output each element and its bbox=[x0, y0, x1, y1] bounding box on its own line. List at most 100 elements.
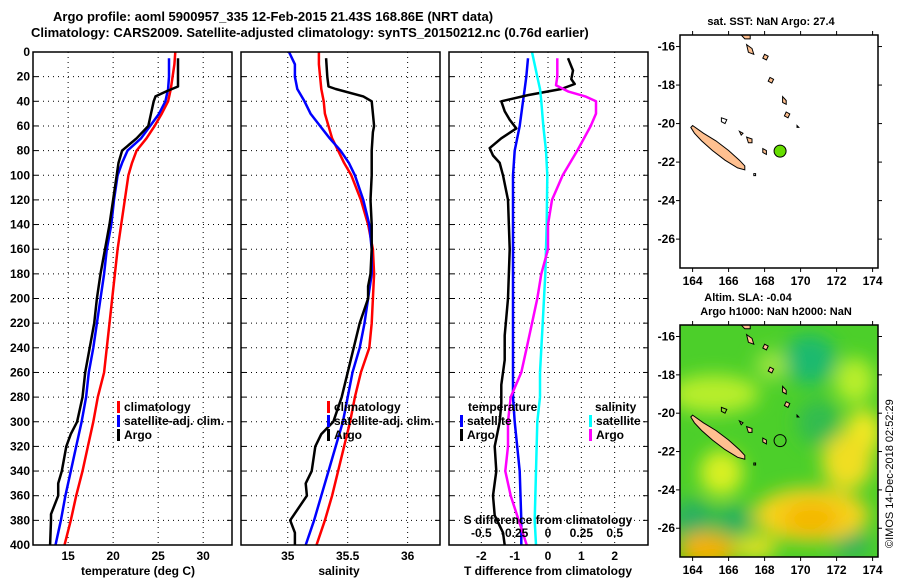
sla-field bbox=[680, 334, 878, 557]
series-line-satellite-adj-clim- bbox=[54, 58, 171, 545]
y-tick-label: 80 bbox=[17, 144, 31, 158]
axes-frame bbox=[240, 51, 441, 546]
lat-tick-label: -16 bbox=[658, 330, 676, 344]
y-tick-label: 380 bbox=[10, 513, 30, 527]
map-frame bbox=[679, 324, 879, 558]
lat-tick-label: -20 bbox=[658, 117, 676, 131]
sla-map: 164 166 168 170 172 174 -16 -18 -20 -22 -24 -26 bbox=[658, 321, 883, 577]
sla-anomaly-blob bbox=[797, 399, 841, 446]
series-line-climatology bbox=[315, 52, 376, 545]
difference-panel: -2 -1 0 1 2 -0.5 -0.25 0 0.25 0.5 temperature salin… bbox=[448, 51, 649, 563]
y-tick-label: 100 bbox=[10, 168, 30, 182]
series-line-salinity-argo bbox=[504, 58, 598, 545]
series-line-salinity-satellite bbox=[530, 52, 549, 545]
x-tick-label: 25 bbox=[151, 549, 165, 563]
title-line-2: Climatology: CARS2009. Satellite-adjuste… bbox=[31, 25, 589, 40]
lon-tick-label: 172 bbox=[827, 563, 847, 577]
axes-frame bbox=[448, 51, 649, 546]
lon-tick-label: 164 bbox=[683, 563, 703, 577]
y-tick-label: 60 bbox=[17, 119, 31, 133]
land-polygon bbox=[745, 425, 753, 433]
sla-anomaly-blob bbox=[699, 449, 744, 496]
legend-swatch bbox=[327, 429, 330, 441]
lon-tick-label: 172 bbox=[827, 274, 847, 288]
x2-tick-label: 0 bbox=[545, 526, 552, 540]
legend-swatch bbox=[117, 429, 120, 441]
lat-tick-label: -18 bbox=[658, 78, 676, 92]
lon-tick-label: 166 bbox=[719, 274, 739, 288]
series-line-climatology bbox=[63, 52, 177, 545]
x-tick-label: 15 bbox=[61, 549, 75, 563]
legend-swatch bbox=[117, 401, 120, 413]
legend-label: Argo bbox=[596, 428, 624, 442]
land-polygon bbox=[745, 136, 753, 144]
axes-frame bbox=[32, 51, 233, 546]
lon-tick-label: 166 bbox=[719, 563, 739, 577]
sla-anomaly-blob bbox=[680, 499, 715, 538]
x-tick-label: 35.5 bbox=[336, 549, 360, 563]
sla-anomaly-blob bbox=[680, 374, 760, 414]
x2-tick-label: 0.5 bbox=[606, 526, 623, 540]
lat-tick-label: -16 bbox=[658, 40, 676, 54]
sla-map-subtitle: Argo h1000: NaN h2000: NaN bbox=[700, 306, 852, 318]
map-content bbox=[680, 325, 878, 557]
title-line-1: Argo profile: aoml 5900957_335 12-Feb-20… bbox=[53, 9, 493, 24]
legend-label: satellite-adj. clim. bbox=[334, 414, 434, 428]
land-polygon bbox=[690, 124, 746, 171]
temperature-xlabel: temperature (deg C) bbox=[81, 564, 195, 578]
legend-label: climatology bbox=[334, 400, 401, 414]
x-tick-label: 30 bbox=[197, 549, 211, 563]
series-group bbox=[287, 52, 376, 545]
legend-swatch bbox=[327, 401, 330, 413]
land-polygon bbox=[762, 437, 767, 445]
land-polygon bbox=[690, 414, 746, 460]
lon-tick-label: 170 bbox=[791, 563, 811, 577]
x-tick-label: 0 bbox=[545, 549, 552, 563]
legend-title-temperature: temperature bbox=[468, 400, 538, 414]
legend-swatch bbox=[589, 415, 592, 427]
legend-label: Argo bbox=[334, 428, 362, 442]
lat-tick-label: -26 bbox=[658, 521, 676, 535]
legend-swatch bbox=[589, 429, 592, 441]
lon-tick-label: 174 bbox=[863, 563, 883, 577]
legend-label: Argo bbox=[124, 428, 152, 442]
land-polygon bbox=[796, 124, 800, 128]
land-polygon bbox=[762, 53, 769, 61]
y-tick-label: 300 bbox=[10, 415, 30, 429]
lat-tick-label: -20 bbox=[658, 406, 676, 420]
land-polygon bbox=[767, 366, 775, 374]
x2-tick-label: -0.5 bbox=[471, 526, 492, 540]
sla-anomaly-blob bbox=[716, 505, 752, 536]
x2-tick-label: -0.25 bbox=[501, 526, 529, 540]
y-tick-label: 0 bbox=[23, 45, 30, 59]
y-tick-label: 260 bbox=[10, 365, 30, 379]
legend-label: climatology bbox=[124, 400, 191, 414]
series-group bbox=[48, 52, 180, 545]
legend-swatch bbox=[460, 429, 463, 441]
legend-swatch bbox=[117, 415, 120, 427]
land-polygon bbox=[782, 95, 787, 106]
reef-outline bbox=[753, 462, 757, 466]
lat-tick-label: -22 bbox=[658, 445, 676, 459]
legend-label: satellite bbox=[596, 414, 641, 428]
reef-outline bbox=[753, 173, 757, 177]
y-tick-label: 160 bbox=[10, 242, 30, 256]
lat-tick-label: -18 bbox=[658, 368, 676, 382]
land-polygon bbox=[767, 76, 775, 84]
lon-tick-label: 168 bbox=[755, 563, 775, 577]
y-tick-label: 20 bbox=[17, 70, 31, 84]
legend-label: satellite bbox=[467, 414, 512, 428]
y-tick-label: 200 bbox=[10, 292, 30, 306]
lat-tick-label: -22 bbox=[658, 155, 676, 169]
y-tick-label: 220 bbox=[10, 316, 30, 330]
map-frame bbox=[679, 34, 879, 269]
series-line-argo bbox=[48, 58, 180, 545]
y-tick-label: 240 bbox=[10, 341, 30, 355]
sla-anomaly-blob bbox=[782, 501, 841, 536]
series-line-temperature-satellite bbox=[511, 58, 530, 545]
land-polygon bbox=[745, 43, 755, 56]
legend-swatch bbox=[327, 415, 330, 427]
lat-tick-label: -26 bbox=[658, 232, 676, 246]
